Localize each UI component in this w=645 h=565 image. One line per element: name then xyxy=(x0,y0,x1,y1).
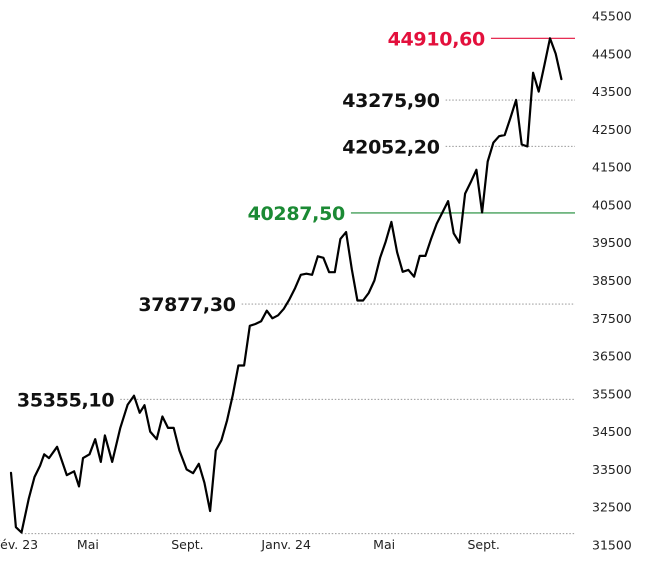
y-tick-label: 36500 xyxy=(592,349,632,364)
x-tick-label: Sept. xyxy=(467,537,499,552)
y-tick-label: 45500 xyxy=(592,9,632,24)
value-annotation-label: 42052,20 xyxy=(342,136,439,158)
y-tick-label: 32500 xyxy=(592,500,632,515)
y-tick-label: 37500 xyxy=(592,311,632,326)
x-axis-ticks: Fév. 23 Mai Sept. Janv. 24 Mai Sept. xyxy=(0,537,500,552)
y-tick-label: 31500 xyxy=(592,538,632,553)
x-tick-label: Mai xyxy=(77,537,99,552)
x-tick-label: Fév. 23 xyxy=(0,537,38,552)
reference-lines xyxy=(21,37,575,535)
series-line xyxy=(9,37,563,534)
y-tick-label: 38500 xyxy=(592,273,632,288)
y-tick-label: 40500 xyxy=(592,197,632,212)
y-tick-label: 44500 xyxy=(592,46,632,61)
x-tick-label: Mai xyxy=(373,537,395,552)
y-tick-label: 35500 xyxy=(592,386,632,401)
y-tick-label: 39500 xyxy=(592,235,632,250)
x-tick-label: Sept. xyxy=(171,537,203,552)
value-annotation-label: 37877,30 xyxy=(138,294,235,316)
value-annotation-label: 40287,50 xyxy=(248,203,345,225)
value-annotations: 44910,60 43275,90 42052,20 40287,50 37877,30… xyxy=(17,28,485,411)
y-tick-label: 34500 xyxy=(592,424,632,439)
y-tick-label: 43500 xyxy=(592,84,632,99)
y-tick-label: 42500 xyxy=(592,122,632,137)
y-axis-ticks: 31500 32500 33500 34500 35500 36500 37500 38500… xyxy=(592,9,632,553)
price-series xyxy=(9,37,563,534)
value-annotation-label: 35355,10 xyxy=(17,389,114,411)
y-tick-label: 41500 xyxy=(592,160,632,175)
value-annotation-label: 43275,90 xyxy=(342,90,439,112)
y-tick-label: 33500 xyxy=(592,462,632,477)
x-tick-label: Janv. 24 xyxy=(260,537,311,552)
value-annotation-label: 44910,60 xyxy=(388,28,485,50)
